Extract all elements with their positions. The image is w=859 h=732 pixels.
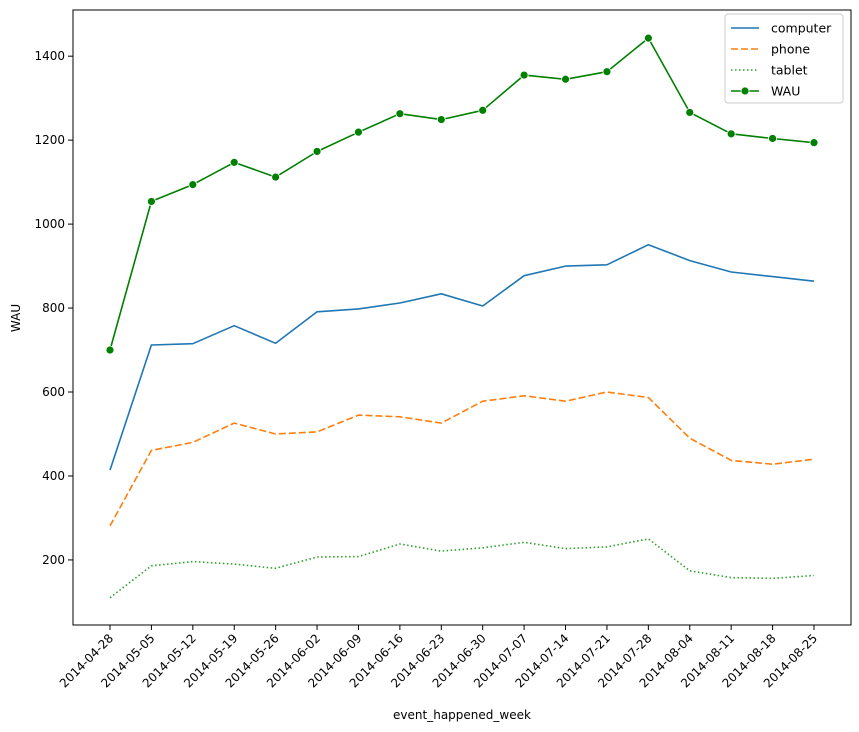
data-point-wau [561,74,570,84]
data-point-wau [271,172,281,182]
y-tick-label: 800 [42,301,65,315]
legend-label-phone: phone [771,42,810,57]
y-tick-label: 200 [42,553,65,567]
series-line-wau [109,37,815,351]
data-point-wau [147,197,156,206]
y-axis-label: WAU [9,304,23,332]
plot-area [73,10,851,625]
series-line-computer [109,243,815,471]
series-markers [105,33,819,355]
data-point-wau [105,345,115,355]
plot-frame [72,9,852,626]
data-point-wau [685,108,695,117]
data-point-wau [478,105,488,115]
legend: computer phone tablet WAU [724,13,844,104]
data-point-wau [602,67,612,77]
data-point-wau [188,180,198,190]
y-tick-label: 400 [42,469,65,483]
data-point-wau [726,129,736,139]
y-tick-label: 600 [42,385,65,399]
y-tick-label: 1000 [34,217,65,231]
legend-label-tablet: tablet [771,63,808,78]
series-lines [109,37,815,599]
y-axis: 200 400 600 800 1000 1200 1400 [34,49,73,567]
x-axis-label: event_happened_week [393,708,531,722]
x-axis: 2014-04-282014-05-052014-05-122014-05-19… [57,625,820,690]
data-point-wau [312,147,322,156]
data-point-wau [229,157,239,167]
data-point-wau [395,109,405,119]
data-point-wau [354,127,363,137]
legend-label-wau: WAU [771,84,800,99]
series-line-phone [109,391,815,527]
y-tick-label: 1200 [34,133,65,147]
series-line-tablet [109,538,815,599]
legend-marker [740,86,750,96]
legend-box [724,13,844,104]
legend-label-computer: computer [771,21,832,36]
data-point-wau [643,33,653,43]
data-point-wau [768,134,777,143]
y-tick-label: 1400 [34,49,65,63]
data-point-wau [519,70,529,80]
data-point-wau [809,138,819,148]
data-point-wau [436,115,446,124]
